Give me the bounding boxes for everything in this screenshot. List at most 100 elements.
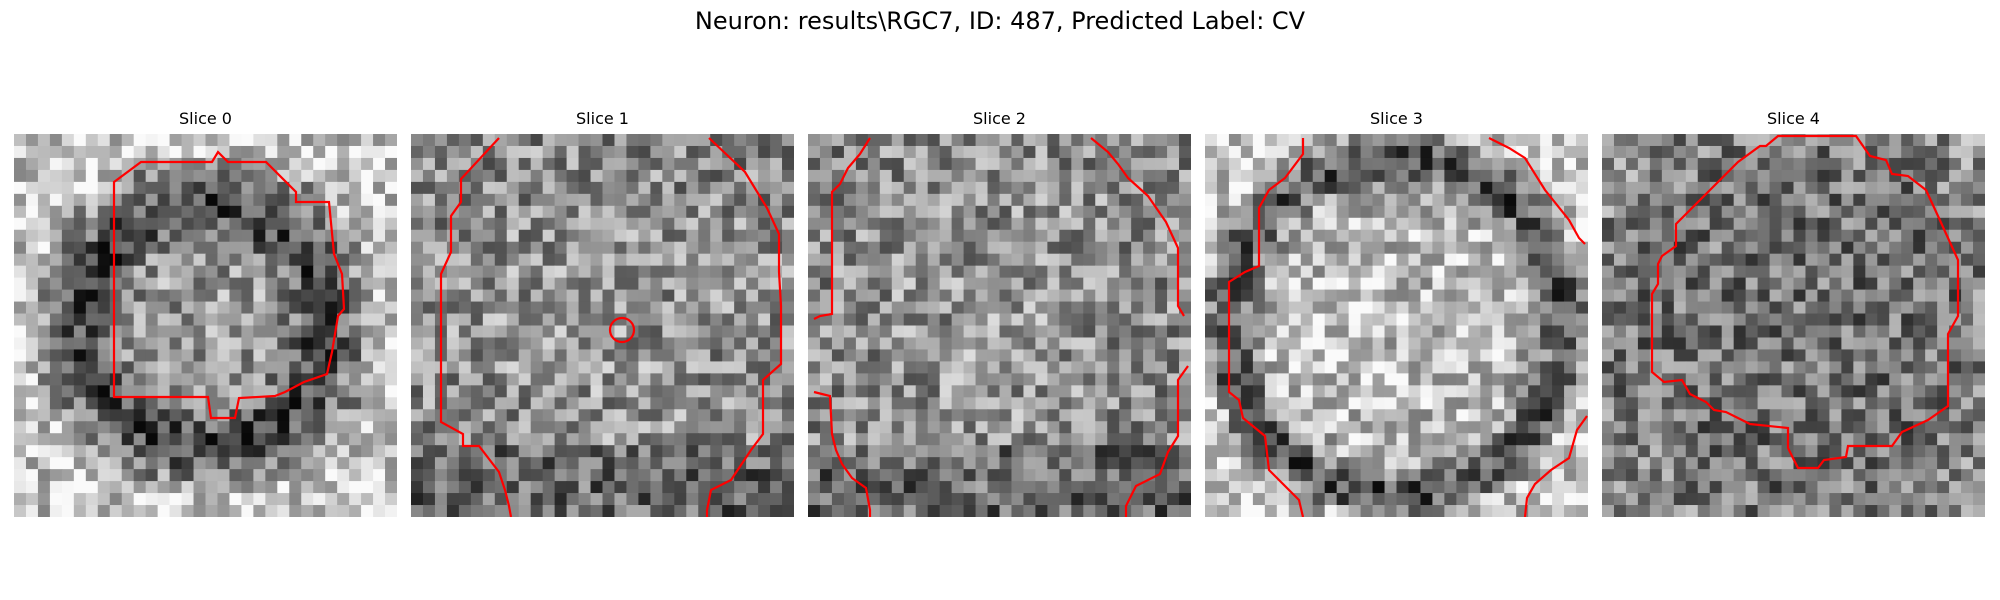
pixel <box>385 361 397 374</box>
pixel <box>1264 253 1278 267</box>
pixel <box>1480 134 1493 147</box>
grayscale-pixels <box>411 134 794 517</box>
pixel <box>434 157 448 171</box>
pixel <box>1205 481 1218 494</box>
pixel <box>1661 253 1675 267</box>
pixel <box>446 241 460 255</box>
pixel <box>975 193 989 207</box>
pixel <box>1324 481 1338 494</box>
pixel <box>1276 289 1290 303</box>
pixel <box>1564 313 1577 327</box>
pixel <box>1264 265 1278 279</box>
pixel <box>1637 349 1651 363</box>
pixel <box>325 457 338 470</box>
pixel <box>542 241 556 255</box>
pixel <box>1059 265 1072 279</box>
pixel <box>1961 205 1974 219</box>
pixel <box>1107 445 1120 458</box>
pixel <box>1685 313 1699 327</box>
pixel <box>686 181 699 195</box>
pixel <box>1011 289 1025 303</box>
pixel <box>554 349 568 363</box>
pixel <box>1119 265 1132 279</box>
pixel <box>1396 505 1410 517</box>
pixel <box>927 241 941 255</box>
pixel <box>1408 433 1422 446</box>
pixel <box>1216 253 1230 267</box>
pixel <box>1131 145 1144 159</box>
pixel <box>373 313 386 327</box>
pixel <box>411 421 424 434</box>
pixel <box>746 397 759 410</box>
pixel <box>722 409 735 422</box>
pixel <box>1552 469 1565 482</box>
pixel <box>542 289 556 303</box>
pixel <box>265 205 278 219</box>
pixel <box>301 265 314 279</box>
pixel <box>1757 337 1771 351</box>
pixel <box>506 325 520 339</box>
pixel <box>530 277 544 291</box>
pixel <box>1516 409 1529 422</box>
pixel <box>674 457 687 470</box>
pixel <box>530 385 544 398</box>
pixel <box>1757 145 1771 159</box>
pixel <box>1131 169 1144 183</box>
pixel <box>133 265 147 279</box>
pixel <box>193 445 207 458</box>
pixel <box>1348 205 1362 219</box>
pixel <box>1913 277 1926 291</box>
pixel <box>1288 193 1302 207</box>
pixel <box>650 421 663 434</box>
pixel <box>1625 361 1639 374</box>
pixel <box>253 265 266 279</box>
pixel <box>1602 253 1615 267</box>
pixel <box>530 361 544 374</box>
pixel <box>542 253 556 267</box>
pixel <box>1252 421 1266 434</box>
pixel <box>855 169 869 183</box>
pixel <box>819 505 833 517</box>
pixel <box>265 265 278 279</box>
pixel <box>1805 349 1819 363</box>
pixel <box>1829 409 1842 422</box>
pixel <box>1673 421 1687 434</box>
pixel <box>229 397 243 410</box>
pixel <box>831 313 845 327</box>
pixel <box>1504 169 1517 183</box>
slice-panel-4: Slice 4 <box>1602 109 1985 519</box>
pixel <box>626 265 640 279</box>
pixel <box>1841 145 1854 159</box>
pixel <box>1961 241 1974 255</box>
pixel <box>97 505 111 517</box>
pixel <box>1456 409 1469 422</box>
pixel <box>349 277 362 291</box>
pixel <box>61 361 75 374</box>
pixel <box>1432 301 1445 315</box>
pixel <box>1312 145 1326 159</box>
pixel <box>73 469 87 482</box>
pixel <box>1360 289 1374 303</box>
pixel <box>614 433 628 446</box>
pixel <box>999 277 1013 291</box>
pixel <box>289 277 302 291</box>
pixel <box>73 325 87 339</box>
pixel <box>434 217 448 231</box>
pixel <box>590 397 604 410</box>
pixel <box>614 313 628 327</box>
pixel <box>903 325 917 339</box>
pixel <box>999 265 1013 279</box>
pixel <box>1444 481 1457 494</box>
pixel <box>1107 289 1120 303</box>
pixel <box>530 445 544 458</box>
pixel <box>1372 325 1386 339</box>
pixel <box>1228 493 1242 506</box>
pixel <box>289 469 302 482</box>
pixel <box>1877 205 1890 219</box>
pixel <box>650 445 663 458</box>
pixel <box>518 289 532 303</box>
pixel <box>638 433 651 446</box>
pixel <box>1889 229 1902 243</box>
pixel <box>61 313 75 327</box>
pixel <box>1613 229 1627 243</box>
